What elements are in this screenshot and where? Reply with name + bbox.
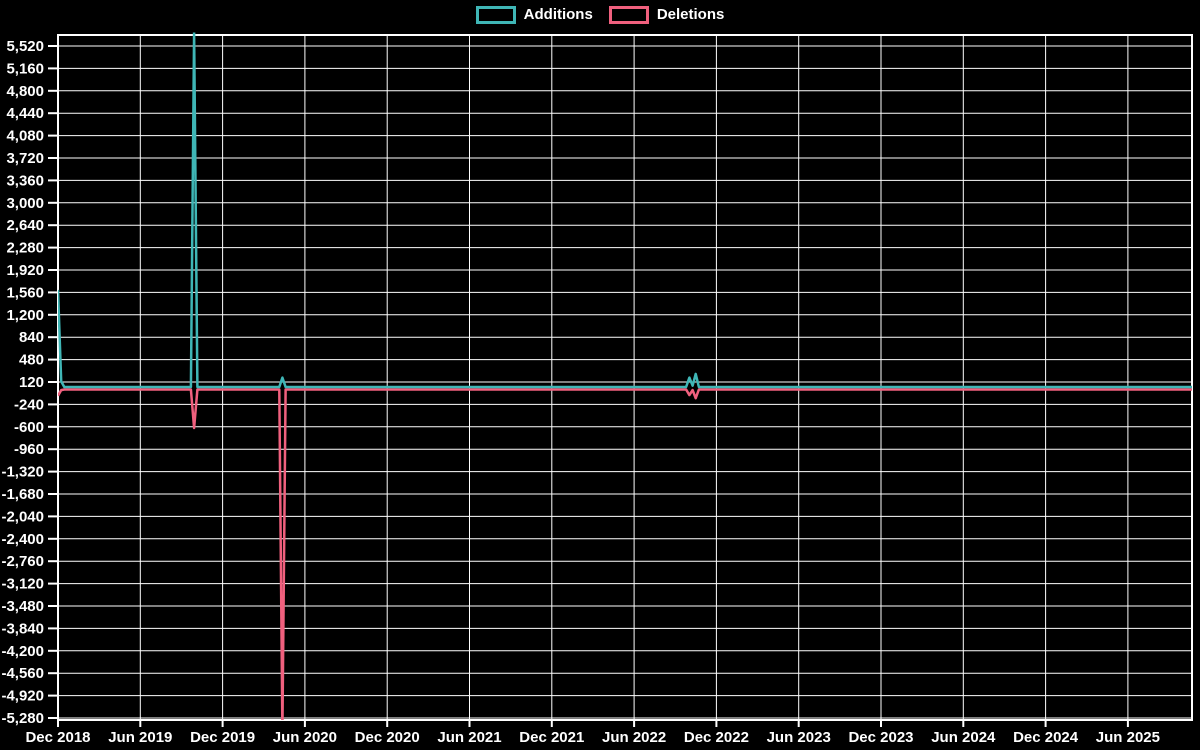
y-tick-label: 1,920	[6, 262, 44, 279]
x-tick-label: Jun 2024	[931, 729, 996, 746]
x-axis-labels: Dec 2018 Jun 2019 Dec 2019 Jun 2020 Dec 2020…	[25, 729, 1160, 746]
y-tick-label: -600	[14, 419, 44, 436]
y-axis-labels: 5,520 5,160 4,800 4,440 4,080 3,720 3,360 3,000…	[1, 38, 44, 727]
y-tick-label: -4,200	[1, 643, 44, 660]
y-tick-label: 2,640	[6, 217, 44, 234]
y-tick-label: -4,560	[1, 665, 44, 682]
y-tick-label: 3,360	[6, 172, 44, 189]
x-tick-label: Jun 2023	[767, 729, 831, 746]
x-tick-label: Jun 2025	[1096, 729, 1160, 746]
grid-lines	[57, 35, 1192, 720]
y-tick-label: 4,080	[6, 128, 44, 145]
y-tick-label: 840	[19, 329, 44, 346]
x-tick-label: Dec 2019	[190, 729, 255, 746]
x-tick-label: Dec 2020	[355, 729, 420, 746]
x-tick-label: Dec 2023	[848, 729, 913, 746]
y-tick-label: -2,400	[1, 531, 44, 548]
y-tick-label: 4,440	[6, 105, 44, 122]
additions-line	[58, 32, 1192, 389]
x-tick-label: Jun 2021	[437, 729, 501, 746]
y-tick-label: -4,920	[1, 688, 44, 705]
y-tick-label: 3,720	[6, 150, 44, 167]
deletions-legend-swatch-icon	[608, 6, 649, 24]
y-tick-label: 5,520	[6, 38, 44, 55]
chart-legend: Additions Deletions	[0, 6, 1200, 24]
axis-ticks	[48, 45, 1129, 727]
y-tick-label: -240	[14, 396, 44, 413]
y-tick-label: 3,000	[6, 195, 44, 212]
y-tick-label: 4,800	[6, 83, 44, 100]
y-tick-label: 480	[19, 352, 44, 369]
y-tick-label: -960	[14, 441, 44, 458]
y-tick-label: -2,040	[1, 508, 44, 525]
deletions-legend-label: Deletions	[656, 6, 725, 23]
x-tick-label: Dec 2021	[519, 729, 584, 746]
y-tick-label: -5,280	[1, 710, 44, 727]
deletions-line	[58, 388, 1192, 720]
x-tick-label: Dec 2022	[684, 729, 749, 746]
y-tick-label: -1,680	[1, 486, 44, 503]
x-tick-label: Dec 2018	[25, 729, 90, 746]
x-tick-label: Jun 2019	[108, 729, 172, 746]
additions-legend-label: Additions	[523, 6, 593, 23]
y-tick-label: -2,760	[1, 553, 44, 570]
x-tick-label: Jun 2020	[273, 729, 337, 746]
y-tick-label: 1,560	[6, 284, 44, 301]
x-tick-label: Jun 2022	[602, 729, 666, 746]
additions-legend-swatch-icon	[475, 6, 516, 24]
y-tick-label: 1,200	[6, 307, 44, 324]
y-tick-label: 120	[19, 374, 44, 391]
y-tick-label: -3,480	[1, 598, 44, 615]
y-tick-label: -3,120	[1, 576, 44, 593]
legend-item-deletions[interactable]: Deletions	[608, 6, 725, 24]
y-tick-label: 2,280	[6, 240, 44, 257]
y-tick-label: -3,840	[1, 620, 44, 637]
legend-item-additions[interactable]: Additions	[475, 6, 593, 24]
x-tick-label: Dec 2024	[1013, 729, 1079, 746]
plot-border	[57, 34, 1193, 721]
y-tick-label: -1,320	[1, 464, 44, 481]
y-tick-label: 5,160	[6, 60, 44, 77]
